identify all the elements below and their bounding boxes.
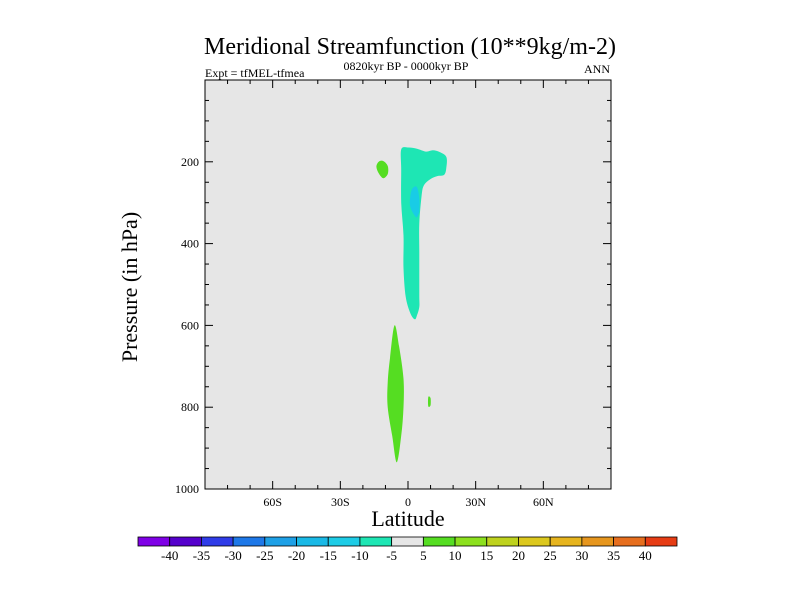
colorbar-label: 5 bbox=[420, 548, 427, 563]
y-tick-label: 1000 bbox=[175, 482, 199, 496]
colorbar-label: 15 bbox=[480, 548, 493, 563]
x-tick-label: 60N bbox=[533, 495, 554, 509]
colorbar-box bbox=[549, 536, 583, 547]
colorbar-label: -20 bbox=[288, 548, 305, 563]
colorbar-box bbox=[454, 536, 488, 547]
y-tick-label: 200 bbox=[181, 155, 199, 169]
contour-region-sh-upper-positive bbox=[376, 160, 389, 179]
chart-title: Meridional Streamfunction (10**9kg/m-2) bbox=[204, 34, 616, 60]
colorbar-label: -15 bbox=[320, 548, 337, 563]
right-subtitle: ANN bbox=[584, 62, 610, 76]
colorbar-label: 20 bbox=[512, 548, 525, 563]
left-subtitle: Expt = tfMEL-tfmea bbox=[205, 66, 305, 80]
colorbar-label: 35 bbox=[607, 548, 620, 563]
colorbar: -40 -35 -30 -25 -20 -15 -10 -5 5 10 15 20 25 30 35 40 bbox=[137, 536, 678, 563]
y-axis-label: Pressure (in hPa) bbox=[117, 212, 142, 362]
colorbar-box bbox=[232, 536, 266, 547]
colorbar-box bbox=[201, 536, 234, 547]
colorbar-box bbox=[422, 536, 456, 547]
colorbar-label: -5 bbox=[386, 548, 397, 563]
colorbar-box bbox=[359, 536, 393, 547]
colorbar-label: -30 bbox=[224, 548, 241, 563]
colorbar-label: -40 bbox=[161, 548, 178, 563]
colorbar-box bbox=[518, 536, 551, 547]
y-tick-label: 600 bbox=[181, 318, 199, 332]
x-tick-label: 30N bbox=[465, 495, 486, 509]
x-axis-label: Latitude bbox=[371, 506, 444, 531]
contour-region-sh-lower-positive bbox=[387, 325, 404, 463]
y-tick-label: 400 bbox=[181, 237, 199, 251]
colorbar-box bbox=[391, 536, 424, 547]
center-subtitle: 0820kyr BP - 0000kyr BP bbox=[344, 59, 469, 73]
colorbar-label: 40 bbox=[639, 548, 652, 563]
axis-ticks: 60S 30S 0 30N 60N 200 400 600 800 1000 bbox=[175, 80, 611, 509]
colorbar-box bbox=[264, 536, 297, 547]
colorbar-box bbox=[613, 536, 646, 547]
colorbar-label: 10 bbox=[449, 548, 462, 563]
contour-region-nh-upper-core bbox=[409, 186, 420, 218]
colorbar-box bbox=[486, 536, 519, 547]
colorbar-box bbox=[644, 536, 678, 547]
colorbar-label: -35 bbox=[193, 548, 210, 563]
x-tick-label: 30S bbox=[331, 495, 350, 509]
colorbar-label: 25 bbox=[544, 548, 557, 563]
colorbar-box bbox=[169, 536, 202, 547]
colorbar-label: -25 bbox=[256, 548, 273, 563]
x-tick-label: 0 bbox=[405, 495, 411, 509]
colorbar-box bbox=[137, 536, 171, 547]
colorbar-box bbox=[296, 536, 329, 547]
colorbar-label: 30 bbox=[575, 548, 588, 563]
contour-region-nh-lower-speck bbox=[428, 396, 431, 407]
colorbar-label: -10 bbox=[351, 548, 368, 563]
colorbar-box bbox=[327, 536, 361, 547]
x-tick-label: 60S bbox=[263, 495, 282, 509]
y-tick-label: 800 bbox=[181, 400, 199, 414]
contour-regions bbox=[376, 147, 447, 463]
colorbar-box bbox=[581, 536, 614, 547]
